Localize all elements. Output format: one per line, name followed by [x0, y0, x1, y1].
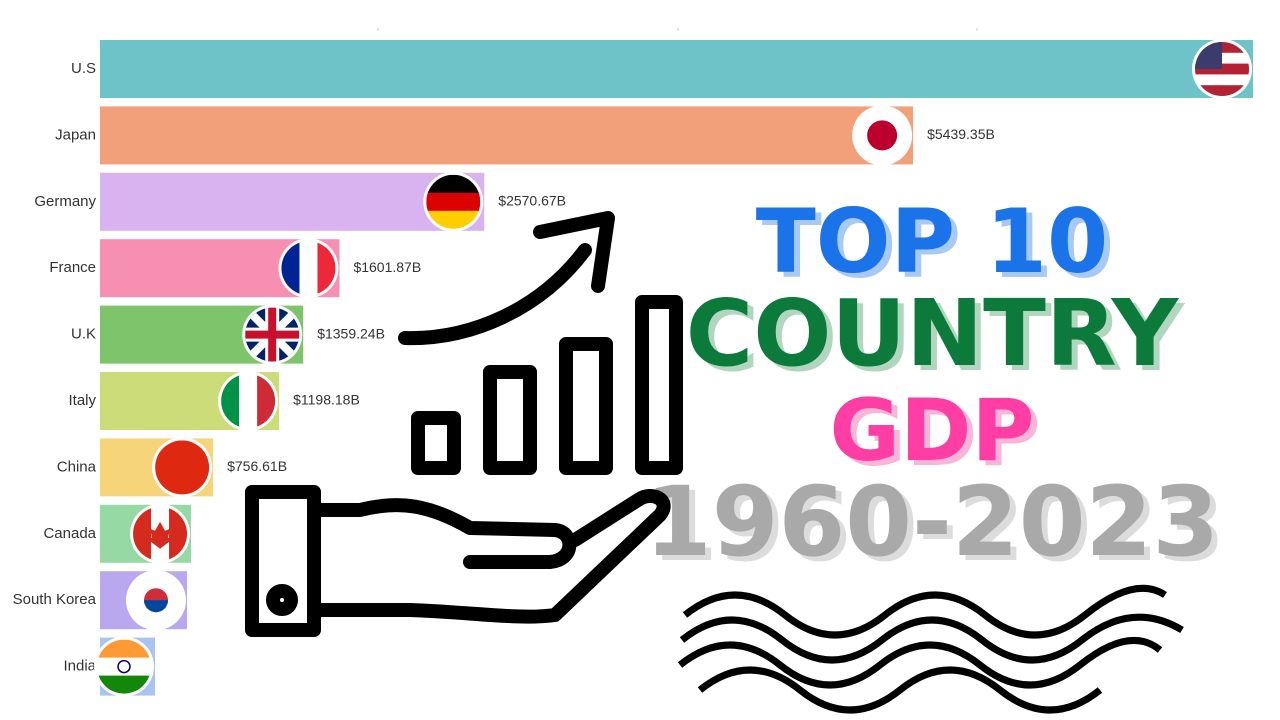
bar — [100, 172, 485, 231]
flag — [130, 503, 191, 564]
flag-disc — [867, 120, 898, 151]
value-label: $5439.35B — [927, 126, 995, 142]
title-shadow: COUNTRY — [692, 285, 1186, 392]
growth-icon — [245, 211, 683, 637]
flag — [94, 636, 155, 697]
category-label: Japan — [55, 126, 96, 143]
flag-stripe — [169, 506, 188, 561]
waves — [677, 584, 1184, 714]
flag-body — [133, 506, 188, 561]
value-label: $756.61B — [227, 458, 287, 474]
category-label: U.K — [71, 326, 96, 343]
flag-stripe — [239, 374, 259, 428]
title-line: 1960-2023 — [645, 466, 1219, 578]
flag — [242, 304, 303, 365]
flag-body — [855, 108, 910, 163]
flag — [126, 570, 187, 631]
value-label: $1198.18B — [293, 392, 360, 408]
category-label: France — [49, 259, 96, 276]
category-label: U.S — [71, 60, 96, 77]
flag-chakra — [117, 659, 131, 674]
category-label: Italy — [68, 392, 96, 409]
category-label: Germany — [34, 193, 96, 210]
flag-body — [1195, 42, 1249, 96]
title-shadow: 1960-2023 — [651, 471, 1225, 583]
flag-body — [129, 573, 184, 628]
flag-body — [155, 440, 210, 495]
flag-body — [221, 374, 276, 428]
bar — [100, 40, 1253, 98]
flag-body — [245, 307, 300, 362]
flag-stripe — [426, 210, 481, 229]
category-label: South Korea — [13, 591, 97, 608]
flag — [423, 171, 484, 232]
category-label: India — [63, 658, 96, 675]
flag — [218, 371, 279, 431]
flag-stripe — [299, 241, 319, 296]
title-shadow: TOP 10 — [762, 195, 1114, 298]
flag-body — [97, 639, 152, 694]
flag-stripe — [133, 506, 153, 561]
flag — [278, 238, 339, 299]
value-label: $1601.87B — [353, 259, 421, 275]
flag-stripe — [97, 657, 152, 677]
value-label: $1359.24B — [317, 325, 385, 341]
flag-body — [426, 174, 481, 229]
flag-stripe — [1195, 63, 1249, 76]
flag — [1192, 39, 1252, 99]
flag-stripe — [155, 440, 210, 495]
flag-stripe — [281, 241, 301, 296]
flag-stripe — [1195, 74, 1249, 87]
category-label: Canada — [43, 525, 96, 542]
flag-disc-half — [144, 600, 169, 613]
category-label: China — [57, 458, 97, 475]
flag-stripe — [426, 174, 481, 194]
flag-stripe — [97, 675, 152, 694]
flag-stripe — [426, 192, 481, 212]
title-shadow: GDP — [835, 386, 1040, 486]
flag — [852, 105, 913, 166]
flag-body — [281, 241, 336, 296]
flag-stripe — [317, 241, 336, 296]
flag-leaf — [147, 521, 174, 549]
flag-stripe — [1195, 85, 1249, 96]
flag-cross — [245, 307, 300, 362]
flag — [152, 437, 213, 498]
value-label: $2570.67B — [498, 193, 566, 209]
flag-stripe — [97, 639, 152, 659]
flag-stripe — [257, 374, 276, 428]
title-line: COUNTRY — [686, 280, 1180, 387]
title-line: GDP — [829, 381, 1034, 481]
bar — [100, 106, 914, 165]
title-line: TOP 10 — [756, 190, 1108, 293]
flag-stripe — [221, 374, 241, 428]
